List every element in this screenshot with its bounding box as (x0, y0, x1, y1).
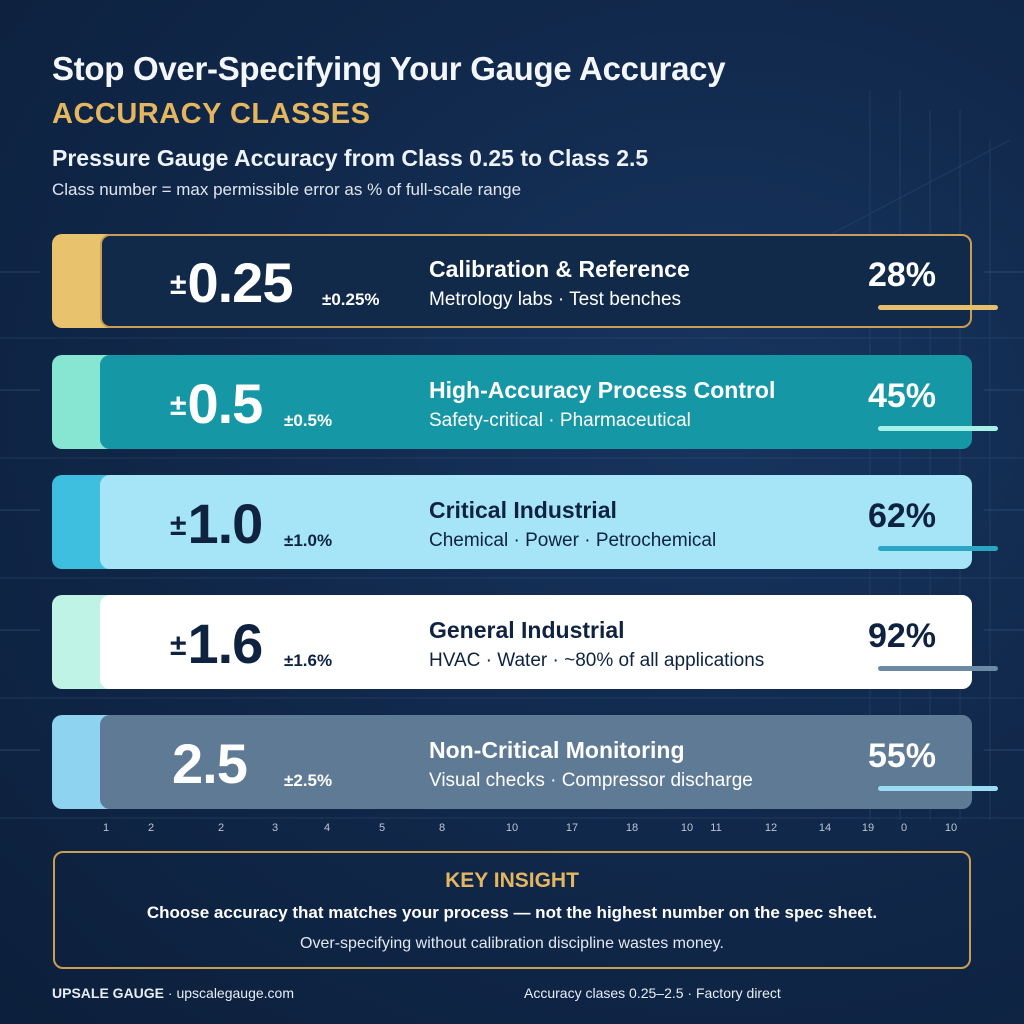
axis-tick: 17 (565, 822, 579, 834)
axis-tick: 5 (378, 822, 386, 834)
axis-tick: 1 (102, 822, 110, 834)
key-insight-statement: Choose accuracy that matches your proces… (146, 903, 878, 922)
class-uses: HVAC · Water · ~80% of all applications (429, 650, 765, 671)
section-heading: Pressure Gauge Accuracy from Class 0.25 … (52, 145, 649, 171)
class-value: 1.0 (187, 492, 263, 555)
class-error: ±0.5% (284, 411, 333, 430)
class-card: ±1.6 ±1.6% General Industrial HVAC · Wat… (100, 595, 998, 689)
accuracy-class-row: ±0.25 ±0.25% Calibration & Reference Met… (52, 234, 998, 328)
axis-tick: 11 (710, 822, 722, 834)
class-error: ±0.25% (322, 290, 380, 309)
axis-tick-labels: 1 2 2 3 4 5 8 10 17 18 10 11 12 14 19 0 10 (0, 822, 1024, 842)
axis-tick: 8 (438, 822, 446, 834)
axis-tick: 2 (217, 822, 225, 834)
class-percent: 28% (867, 256, 936, 294)
axis-tick: 18 (625, 822, 639, 834)
class-uses: Metrology labs · Test benches (429, 289, 682, 310)
class-segment: General Industrial (429, 617, 625, 643)
class-value: 0.25 (187, 251, 293, 314)
class-number: ±0.25 (170, 251, 293, 314)
class-uses: Safety-critical · Pharmaceutical (429, 410, 691, 431)
website-link[interactable]: · upscalegauge.com (164, 985, 294, 1001)
axis-tick: 10 (505, 822, 519, 834)
key-insight-note: Over-specifying without calibration disc… (300, 935, 724, 952)
page-title: Stop Over-Specifying Your Gauge Accuracy (52, 50, 726, 87)
class-value: 1.6 (187, 612, 263, 675)
class-prefix: ± (170, 509, 187, 542)
class-value: 2.5 (172, 732, 248, 795)
header: Stop Over-Specifying Your Gauge Accuracy… (52, 50, 726, 200)
class-segment: Non-Critical Monitoring (429, 737, 685, 763)
axis-tick: 3 (271, 822, 279, 834)
class-card: ±0.25 ±0.25% Calibration & Reference Met… (100, 234, 998, 328)
footer-brand: UPSALE GAUGE · upscalegauge.com (52, 985, 294, 1001)
class-card: 2.5 ±2.5% Non-Critical Monitoring Visual… (100, 715, 998, 809)
section-subtitle: ACCURACY CLASSES (52, 98, 371, 130)
axis-tick: 0 (900, 822, 908, 834)
class-prefix: ± (170, 389, 187, 422)
class-bar (878, 546, 998, 551)
class-card: ±0.5 ±0.5% High-Accuracy Process Control… (100, 355, 998, 449)
class-prefix: ± (170, 629, 187, 662)
accuracy-class-row: ±1.0 ±1.0% Critical Industrial Chemical … (52, 475, 998, 569)
key-insight-box: KEY INSIGHT Choose accuracy that matches… (53, 851, 971, 969)
class-bar (878, 426, 998, 431)
class-error: ±1.0% (284, 531, 333, 550)
class-bar (878, 786, 998, 791)
class-error: ±1.6% (284, 651, 333, 670)
class-percent: 45% (867, 377, 936, 415)
class-uses: Chemical · Power · Petrochemical (429, 530, 717, 551)
class-number: ±0.5 (170, 372, 263, 435)
class-card: ±1.0 ±1.0% Critical Industrial Chemical … (100, 475, 998, 569)
class-number: ±1.0 (170, 492, 263, 555)
axis-tick: 10 (680, 822, 694, 834)
footer-tagline: Accuracy clases 0.25–2.5 · Factory direc… (524, 985, 781, 1001)
class-value: 0.5 (187, 372, 263, 435)
class-number: 2.5 (170, 732, 248, 795)
class-percent: 92% (867, 617, 936, 655)
brand-name: UPSALE GAUGE (52, 985, 165, 1001)
accuracy-class-row: ±0.5 ±0.5% High-Accuracy Process Control… (52, 355, 998, 449)
axis-tick: 4 (323, 822, 331, 834)
axis-tick: 14 (818, 822, 832, 834)
axis-tick: 2 (147, 822, 155, 834)
class-segment: Calibration & Reference (429, 256, 690, 282)
class-number: ±1.6 (170, 612, 263, 675)
class-segment: Critical Industrial (429, 497, 617, 523)
definition-note: Class number = max permissible error as … (52, 180, 522, 199)
class-bar (878, 305, 998, 310)
class-percent: 62% (867, 497, 936, 535)
class-error: ±2.5% (284, 771, 333, 790)
class-segment: High-Accuracy Process Control (429, 377, 776, 403)
accuracy-class-row: 2.5 ±2.5% Non-Critical Monitoring Visual… (52, 715, 998, 809)
class-bar (878, 666, 998, 671)
accuracy-class-row: ±1.6 ±1.6% General Industrial HVAC · Wat… (52, 595, 998, 689)
class-uses: Visual checks · Compressor discharge (429, 770, 753, 791)
class-prefix: ± (170, 268, 187, 301)
key-insight-title: KEY INSIGHT (445, 869, 579, 892)
axis-tick: 12 (764, 822, 778, 834)
axis-tick: 10 (944, 822, 958, 834)
class-percent: 55% (867, 737, 936, 775)
axis-tick: 19 (861, 822, 875, 834)
